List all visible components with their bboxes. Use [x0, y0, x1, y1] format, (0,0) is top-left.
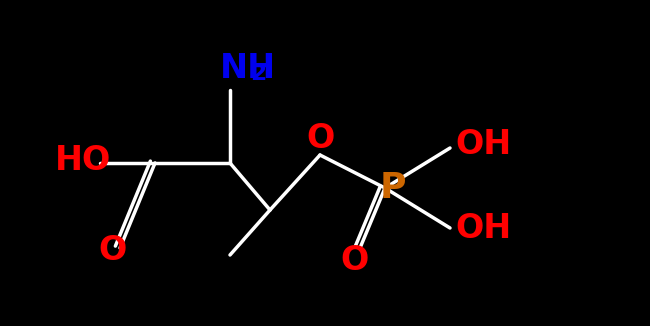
Text: O: O — [306, 122, 334, 155]
Text: O: O — [99, 233, 127, 266]
Text: HO: HO — [55, 143, 111, 176]
Text: OH: OH — [455, 128, 512, 161]
Text: 2: 2 — [250, 62, 266, 84]
Text: O: O — [341, 244, 369, 276]
Text: NH: NH — [220, 52, 276, 84]
Text: OH: OH — [455, 212, 512, 244]
Text: P: P — [380, 171, 406, 205]
